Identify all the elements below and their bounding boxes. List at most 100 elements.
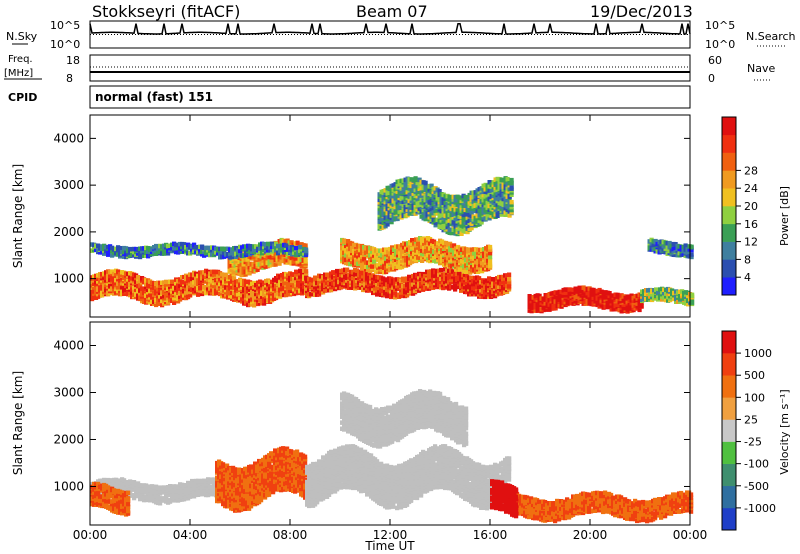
velocity-marks xyxy=(90,389,694,524)
range-cell xyxy=(281,255,286,260)
range-cell xyxy=(429,183,434,189)
range-cell xyxy=(449,279,454,285)
range-cell xyxy=(164,279,169,285)
colorbar-swatch xyxy=(722,170,736,189)
range-cell xyxy=(122,478,127,483)
range-cell xyxy=(451,269,456,274)
range-cell xyxy=(509,199,514,205)
range-cell xyxy=(190,276,195,282)
range-cell xyxy=(410,238,415,243)
range-cell xyxy=(106,249,111,255)
range-cell xyxy=(488,244,493,250)
range-cell xyxy=(509,202,514,207)
range-cell xyxy=(445,224,450,230)
range-cell xyxy=(124,287,129,293)
colorbar-swatch xyxy=(722,277,736,296)
colorbar-tick-label: 28 xyxy=(744,164,758,177)
range-cell xyxy=(258,279,263,284)
range-cell xyxy=(108,283,113,288)
range-cell xyxy=(240,297,245,302)
range-cell xyxy=(370,264,375,269)
range-cell xyxy=(367,271,372,276)
range-cell xyxy=(98,288,103,293)
cpid-text: normal (fast) 151 xyxy=(95,90,213,104)
range-cell xyxy=(136,275,141,280)
range-cell xyxy=(385,222,390,227)
range-cell xyxy=(423,183,428,188)
range-cell xyxy=(689,252,694,257)
range-cell xyxy=(375,278,380,283)
range-cell xyxy=(284,243,289,248)
range-cell xyxy=(509,177,514,183)
range-cell xyxy=(599,294,604,299)
range-cell xyxy=(683,243,688,248)
range-cell xyxy=(148,292,153,298)
range-cell xyxy=(395,216,400,222)
range-cell xyxy=(356,249,361,255)
range-cell xyxy=(653,238,658,244)
range-cell xyxy=(230,278,235,283)
nave-tick-bottom: 0 xyxy=(708,72,715,85)
range-cell xyxy=(289,240,294,245)
range-cell xyxy=(279,258,284,264)
range-cell xyxy=(507,272,512,277)
range-cell xyxy=(449,217,454,222)
station-title: Stokkseyri (fitACF) xyxy=(92,2,240,21)
range-cell xyxy=(266,250,271,256)
range-cell xyxy=(154,251,159,256)
range-cell xyxy=(110,269,115,274)
range-cell xyxy=(629,293,634,298)
freq-strip: 18 8 60 0 xyxy=(66,54,722,85)
range-cell xyxy=(248,244,253,249)
freq-frame xyxy=(89,54,691,82)
range-cell xyxy=(106,252,111,257)
range-cell xyxy=(654,287,659,292)
range-cell xyxy=(110,277,115,282)
range-cell xyxy=(507,276,512,282)
range-cell xyxy=(290,280,295,286)
range-cell xyxy=(254,282,259,288)
range-cell xyxy=(507,213,512,218)
range-cell xyxy=(304,273,309,279)
colorbar-tick-label: 8 xyxy=(744,253,751,266)
range-cell xyxy=(439,267,444,273)
range-cell xyxy=(509,207,514,213)
range-cell xyxy=(689,244,694,250)
range-cell xyxy=(192,242,197,248)
range-cell xyxy=(499,212,504,217)
range-cell xyxy=(304,247,309,252)
range-cell xyxy=(303,259,308,264)
range-cell xyxy=(164,283,169,289)
range-cell xyxy=(245,256,250,262)
y-tick-label: 3000 xyxy=(53,178,84,192)
range-cell xyxy=(441,285,446,291)
range-cell xyxy=(593,292,598,297)
range-cell xyxy=(537,293,542,299)
range-cell xyxy=(303,256,308,261)
range-cell xyxy=(488,257,493,263)
range-cell xyxy=(351,275,356,280)
range-cell xyxy=(507,284,512,289)
y-tick-label: 1000 xyxy=(53,272,84,286)
range-cell xyxy=(670,288,675,293)
range-cell xyxy=(152,294,157,300)
y-tick-label: 2000 xyxy=(53,225,84,239)
colorbar-swatch xyxy=(722,223,736,242)
range-cell xyxy=(475,196,480,201)
range-cell xyxy=(442,248,447,254)
range-cell xyxy=(689,254,694,260)
range-cell xyxy=(90,293,95,299)
range-cell xyxy=(118,246,123,251)
range-cell xyxy=(470,258,475,264)
range-cell xyxy=(196,292,201,297)
range-cell xyxy=(354,246,359,251)
freq-label: Freq. xyxy=(8,54,33,65)
range-cell xyxy=(405,293,410,298)
colorbar-swatch xyxy=(722,259,736,278)
range-cell xyxy=(690,300,695,305)
range-cell xyxy=(509,192,514,197)
range-cell xyxy=(252,303,257,308)
range-cell xyxy=(377,285,382,291)
